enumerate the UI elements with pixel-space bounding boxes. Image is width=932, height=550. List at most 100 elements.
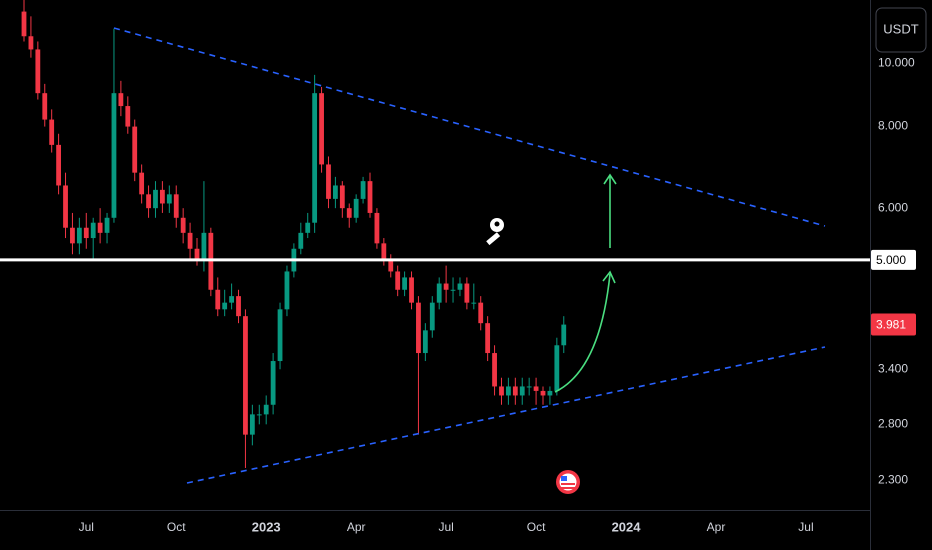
candle-body — [153, 189, 158, 209]
candle-body — [256, 414, 262, 416]
key-icon — [486, 218, 504, 246]
price-axis: 10.000 8.000 6.000 3.400 2.800 2.300 5.000 3.98… — [871, 55, 916, 486]
candle-body — [333, 185, 338, 199]
candle-body — [70, 227, 75, 244]
candle-body — [166, 194, 172, 204]
y-tick-label: 3.400 — [878, 361, 908, 375]
candle-body — [277, 309, 283, 362]
candle-body — [249, 414, 255, 435]
candle-body — [457, 283, 463, 290]
candle-body — [42, 93, 48, 120]
key-level-box — [871, 249, 916, 270]
curved-arrow — [554, 270, 616, 393]
candle-body — [374, 212, 380, 244]
candle-body — [512, 386, 518, 396]
candle-body — [97, 222, 103, 233]
candle-body — [506, 386, 511, 396]
candle-body — [201, 232, 207, 260]
candle-body — [270, 361, 276, 405]
candle-body — [464, 283, 470, 303]
candle-body — [243, 316, 248, 435]
currency-label: USDT — [883, 21, 918, 36]
candle-body — [367, 181, 373, 213]
candle-body — [402, 277, 407, 290]
up-arrow — [603, 173, 617, 248]
candle-body — [492, 353, 497, 387]
candle-body — [222, 302, 228, 310]
candle-body — [395, 271, 401, 290]
x-tick-label: Oct — [167, 520, 186, 534]
x-tick-label: 2024 — [612, 519, 642, 534]
candle-body — [146, 194, 151, 209]
currency-button[interactable] — [875, 7, 927, 53]
candle-body — [339, 185, 345, 209]
candle-body — [485, 323, 491, 354]
candle-body — [132, 126, 138, 173]
y-tick-label: 2.800 — [878, 416, 908, 430]
candle-body — [125, 106, 131, 127]
candle-body — [194, 248, 200, 260]
last-price-label: 3.981 — [876, 318, 906, 332]
candle-body — [35, 49, 41, 94]
candle-body — [381, 243, 387, 260]
y-tick-label: 10.000 — [878, 55, 915, 69]
candle-body — [526, 386, 532, 388]
candle-body — [21, 11, 27, 37]
y-tick-label: 6.000 — [878, 200, 908, 214]
candle-body — [76, 227, 82, 244]
candle-body — [104, 217, 110, 233]
candle-body — [519, 386, 525, 396]
candle-body — [49, 119, 55, 145]
candle-body — [56, 144, 61, 186]
candle-body — [409, 277, 414, 303]
flag-icon — [556, 470, 580, 494]
candle-body — [443, 283, 449, 290]
candle-body — [305, 222, 311, 233]
lower-trendline — [186, 346, 826, 484]
key-level-label: 5.000 — [876, 253, 906, 267]
candle-body — [353, 198, 359, 218]
candle-body — [90, 222, 96, 239]
candle-body — [139, 172, 145, 195]
x-tick-label: Jul — [438, 520, 453, 534]
candle-body — [478, 302, 484, 324]
candle-body — [298, 232, 304, 249]
upper-trendline — [113, 27, 826, 227]
candle-body — [422, 330, 428, 354]
candle-body — [284, 271, 290, 310]
candle-body — [319, 93, 324, 165]
x-tick-label: Apr — [707, 520, 726, 534]
candle-body — [416, 302, 421, 354]
candle-body — [263, 404, 269, 415]
y-tick-label: 8.000 — [878, 119, 908, 133]
candle-body — [554, 345, 560, 391]
candle-body — [388, 259, 394, 272]
y-tick-label: 2.300 — [878, 472, 908, 486]
candle-body — [450, 289, 456, 291]
candle-body — [471, 302, 477, 304]
candle-body — [173, 194, 179, 218]
candle-body — [540, 390, 546, 396]
candle-body — [83, 227, 89, 239]
candle-body — [360, 181, 366, 199]
candle-body — [547, 390, 553, 396]
x-tick-label: 2023 — [252, 519, 281, 534]
candle-body — [429, 302, 435, 331]
candle-body — [63, 185, 68, 228]
candle-body — [561, 324, 567, 346]
candle-body — [436, 283, 442, 303]
plot — [0, 0, 870, 469]
candle-body — [326, 164, 331, 199]
candle-body — [187, 232, 193, 249]
candle-body — [312, 93, 318, 223]
candle-body — [28, 36, 34, 50]
candle-body — [229, 296, 234, 303]
candle-body — [180, 217, 186, 233]
x-tick-label: Apr — [347, 520, 366, 534]
candle-body — [215, 289, 221, 310]
candle-body — [111, 93, 117, 218]
candle-body — [346, 208, 352, 218]
candle-body — [533, 386, 539, 391]
candle-body — [236, 296, 241, 317]
